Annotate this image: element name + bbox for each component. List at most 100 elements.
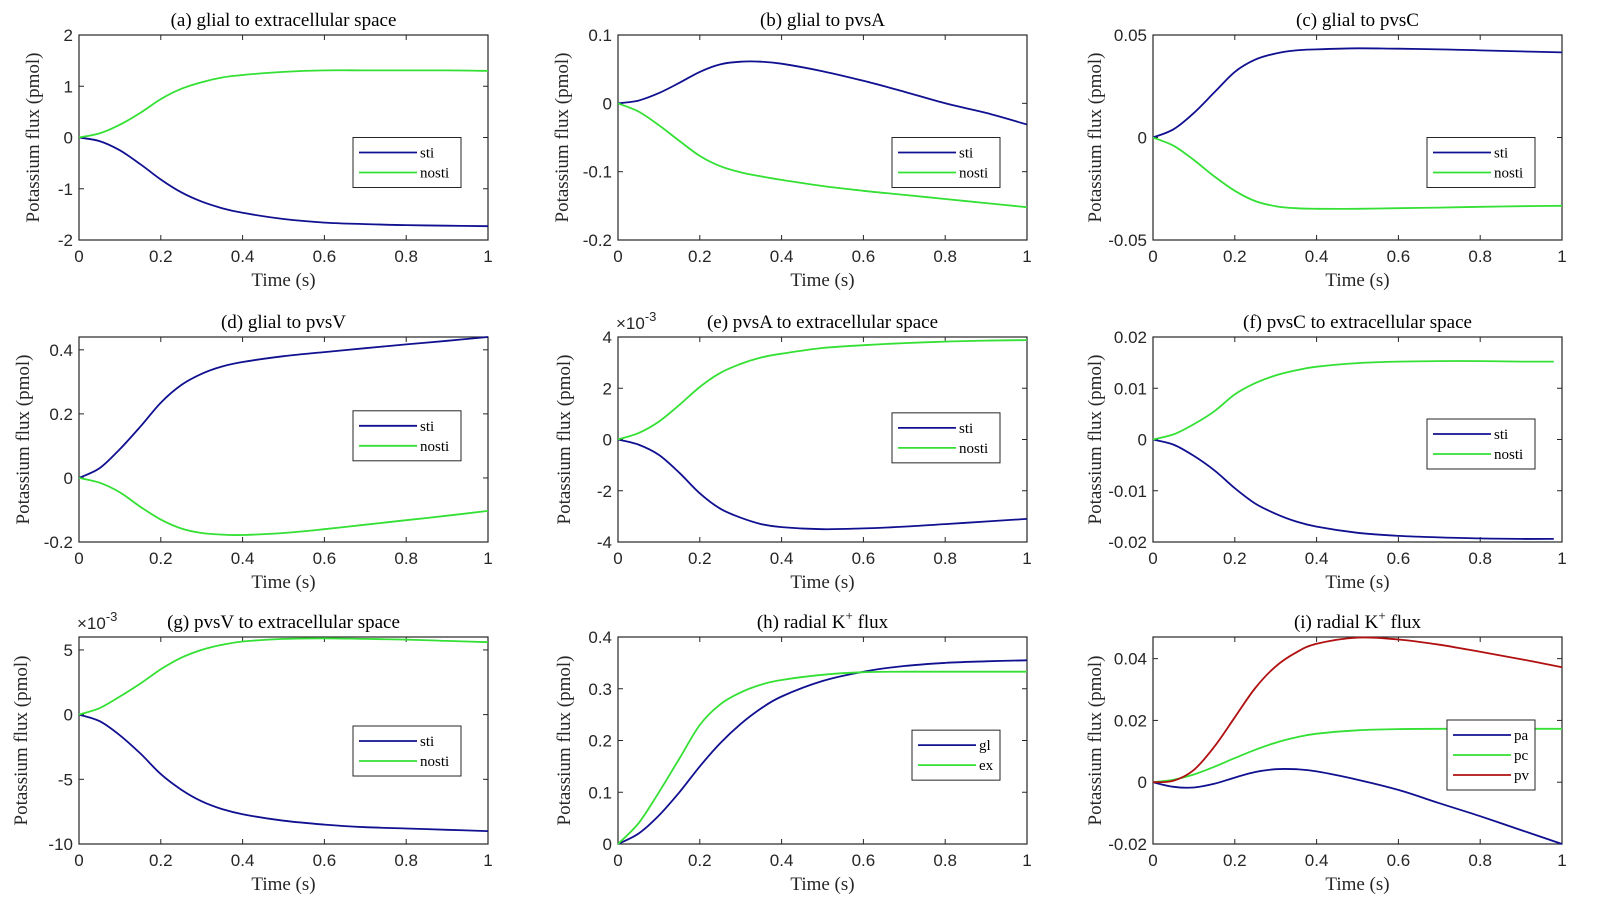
y-tick-label: -0.1 bbox=[583, 163, 612, 182]
subplot-title: (i) radial K+ flux bbox=[1294, 608, 1422, 633]
y-tick-label: 0 bbox=[64, 706, 73, 725]
y-tick-label: 0 bbox=[603, 431, 612, 450]
series-line-sti bbox=[1152, 438, 1554, 540]
x-tick-label: 0 bbox=[74, 851, 83, 870]
y-axis-label: Potassium flux (pmol) bbox=[1085, 53, 1106, 223]
y-axis-label: Potassium flux (pmol) bbox=[13, 355, 34, 525]
y-tick-label: 0 bbox=[64, 469, 73, 488]
legend-label: pa bbox=[1514, 728, 1529, 744]
legend-box bbox=[352, 725, 462, 777]
y-tick-label: 0.2 bbox=[588, 732, 612, 751]
x-tick-label: 0.2 bbox=[688, 851, 712, 870]
x-tick-label: 0.6 bbox=[1387, 549, 1411, 568]
y-tick-label: -10 bbox=[48, 835, 73, 854]
x-tick-label: 0.2 bbox=[1223, 247, 1247, 266]
series-line-nosti bbox=[1152, 136, 1563, 210]
x-tick-label: 0 bbox=[613, 851, 622, 870]
x-tick-label: 0.8 bbox=[933, 549, 957, 568]
series-line-sti bbox=[78, 136, 489, 228]
y-tick-label: 0.05 bbox=[1114, 26, 1147, 45]
x-axis-label: Time (s) bbox=[790, 874, 854, 895]
legend-label: sti bbox=[959, 421, 973, 437]
legend: gl ex bbox=[911, 729, 1001, 781]
y-tick-label: -0.02 bbox=[1108, 835, 1147, 854]
x-tick-label: 0.2 bbox=[688, 247, 712, 266]
legend-box bbox=[891, 137, 1001, 188]
legend-label: nosti bbox=[420, 439, 449, 455]
y-tick-label: 0.4 bbox=[49, 341, 73, 360]
x-tick-label: 1 bbox=[1022, 247, 1031, 266]
y-axis-label: Potassium flux (pmol) bbox=[552, 53, 573, 223]
y-tick-label: -2 bbox=[597, 482, 612, 501]
legend-label: sti bbox=[420, 734, 434, 750]
y-tick-label: -1 bbox=[58, 180, 73, 199]
series-line-pv bbox=[1152, 636, 1563, 784]
y-tick-label: 0.1 bbox=[588, 783, 612, 802]
y-tick-label: 0.02 bbox=[1114, 711, 1147, 730]
legend-box bbox=[891, 412, 1001, 464]
x-tick-label: 0.6 bbox=[1387, 247, 1411, 266]
subplot-e: 0 0.2 0.4 0.6 0.8 1 -4 -2 0 2 4×10-3 (e) pvsA to ex… bbox=[554, 309, 1032, 593]
subplot-title: (c) glial to pvsC bbox=[1296, 10, 1419, 31]
y-tick-label: 0.04 bbox=[1114, 650, 1147, 669]
x-tick-label: 0.6 bbox=[313, 549, 337, 568]
legend: sti nosti bbox=[1426, 137, 1536, 188]
y-exponent-label: ×10-3 bbox=[77, 609, 117, 633]
x-tick-label: 0.8 bbox=[394, 851, 418, 870]
subplot-f: 0 0.2 0.4 0.6 0.8 1 -0.02 -0.01 0 0.01 0.02 (f) pvs… bbox=[1085, 312, 1567, 593]
subplot-d: 0 0.2 0.4 0.6 0.8 1-0.200.20.4(d) glial to pv… bbox=[13, 312, 493, 593]
x-tick-label: 0.8 bbox=[933, 247, 957, 266]
series-line-sti bbox=[1152, 47, 1563, 139]
legend-label: nosti bbox=[1494, 447, 1523, 463]
legend-label: ex bbox=[979, 758, 994, 774]
x-tick-label: 1 bbox=[483, 549, 492, 568]
x-axis-label: Time (s) bbox=[790, 572, 854, 593]
y-tick-label: 0.1 bbox=[588, 26, 612, 45]
y-tick-label: 0 bbox=[1138, 773, 1147, 792]
series-line-sti bbox=[78, 336, 489, 479]
x-tick-label: 0.8 bbox=[1468, 549, 1492, 568]
x-tick-label: 0.6 bbox=[852, 247, 876, 266]
x-tick-label: 0 bbox=[1148, 247, 1157, 266]
legend-label: nosti bbox=[420, 166, 449, 182]
x-tick-label: 0.2 bbox=[149, 247, 173, 266]
x-tick-label: 0 bbox=[1148, 549, 1157, 568]
x-axis-label: Time (s) bbox=[790, 270, 854, 291]
series-line-sti bbox=[78, 713, 489, 832]
y-tick-label: 0.2 bbox=[49, 405, 73, 424]
x-tick-label: 0.8 bbox=[1468, 851, 1492, 870]
legend-label: sti bbox=[1494, 427, 1508, 443]
series-line-gl bbox=[617, 659, 1028, 845]
x-tick-label: 0.8 bbox=[394, 247, 418, 266]
x-tick-label: 0.8 bbox=[933, 851, 957, 870]
legend: sti nosti bbox=[352, 725, 462, 777]
legend-label: sti bbox=[420, 419, 434, 435]
legend-label: nosti bbox=[420, 754, 449, 770]
legend-label: nosti bbox=[1494, 166, 1523, 182]
y-tick-label: -2 bbox=[58, 231, 73, 250]
x-tick-label: 0.6 bbox=[313, 851, 337, 870]
x-tick-label: 0.4 bbox=[770, 247, 794, 266]
subplot-title: (f) pvsC to extracellular space bbox=[1243, 312, 1472, 333]
series-line-pa bbox=[1152, 768, 1563, 845]
x-tick-label: 0.4 bbox=[231, 851, 255, 870]
x-tick-label: 0.2 bbox=[149, 549, 173, 568]
x-tick-label: 0.4 bbox=[770, 549, 794, 568]
series-line-nosti bbox=[78, 69, 489, 139]
y-tick-label: 2 bbox=[603, 379, 612, 398]
subplot-title: (b) glial to pvsA bbox=[760, 10, 885, 31]
x-tick-label: 1 bbox=[1557, 851, 1566, 870]
x-axis-label: Time (s) bbox=[251, 874, 315, 895]
x-tick-label: 0.4 bbox=[1305, 549, 1329, 568]
legend: pa pc pv bbox=[1446, 719, 1536, 791]
legend-box bbox=[352, 410, 462, 462]
y-tick-label: 1 bbox=[64, 77, 73, 96]
y-tick-label: -4 bbox=[597, 533, 612, 552]
x-axis-label: Time (s) bbox=[251, 270, 315, 291]
x-tick-label: 0.2 bbox=[149, 851, 173, 870]
x-axis-label: Time (s) bbox=[1325, 572, 1389, 593]
y-axis-label: Potassium flux (pmol) bbox=[23, 53, 44, 223]
subplot-g: 0 0.2 0.4 0.6 0.8 1 -10 -5 0 5×10-3 (g) pvsV to ex… bbox=[11, 609, 493, 895]
x-tick-label: 0.4 bbox=[231, 247, 255, 266]
legend-box bbox=[352, 137, 462, 188]
